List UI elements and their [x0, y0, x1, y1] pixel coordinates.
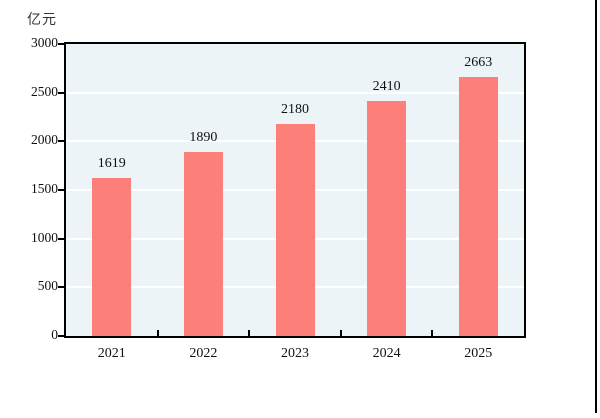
x-axis-tick [248, 330, 251, 336]
x-axis-tick-label: 2021 [97, 346, 126, 361]
x-axis-tick-label: 2022 [189, 346, 218, 361]
y-axis-tick [58, 140, 64, 143]
bar-value-label: 2180 [281, 101, 309, 117]
y-axis-tick [58, 91, 64, 94]
y-axis-tick [58, 286, 64, 289]
bar [275, 123, 315, 336]
page-border-line [595, 0, 597, 413]
bar [458, 76, 498, 336]
y-axis-tick-label: 3000 [31, 35, 58, 50]
y-axis-tick-label: 2500 [31, 83, 58, 99]
bar-value-label: 1890 [189, 130, 218, 146]
y-axis-tick [58, 43, 64, 45]
plot-area: 1619 1890 2180 2410 2663 [64, 42, 526, 338]
bar [92, 178, 132, 336]
y-axis-tick [58, 189, 64, 191]
x-axis-tick-label: 2023 [281, 346, 309, 361]
bar-value-label: 1619 [97, 156, 126, 172]
y-axis-tick-label: 500 [37, 278, 58, 294]
y-axis-tick [58, 335, 64, 337]
y-axis-tick [58, 237, 64, 240]
bar-value-label: 2410 [372, 79, 401, 95]
y-axis-tick-label: 1500 [31, 181, 58, 196]
x-axis-tick [339, 330, 342, 336]
bar [183, 152, 223, 336]
bar [367, 101, 407, 336]
y-axis-tick-label: 1000 [31, 229, 58, 245]
gridline [66, 91, 524, 94]
x-axis-tick [156, 330, 159, 336]
y-axis-tick-label: 2000 [31, 132, 58, 148]
x-axis-tick [431, 330, 434, 336]
x-axis-tick-label: 2024 [372, 346, 401, 361]
x-axis-tick-label: 2025 [464, 346, 493, 361]
bar-value-label: 2663 [464, 54, 493, 70]
y-axis-tick-label: 0 [51, 327, 58, 342]
y-axis-unit-label: 亿元 [27, 13, 57, 28]
plot-inner: 1619 1890 2180 2410 2663 [66, 44, 524, 336]
